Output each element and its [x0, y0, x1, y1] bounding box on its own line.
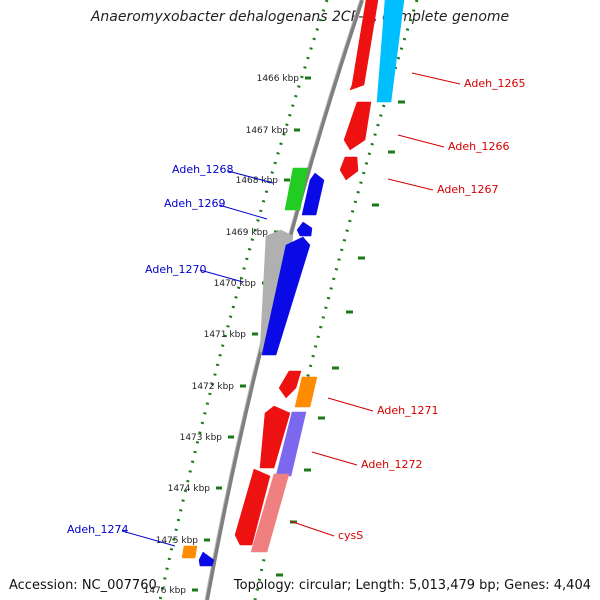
gene-arrow-f13 [275, 411, 307, 477]
gene-arrow-f17 [198, 551, 215, 567]
scale-label: 1471 kbp [204, 330, 247, 340]
gene-arrow-f14 [234, 468, 271, 546]
gene-arrow-f16 [181, 545, 198, 559]
scale-label: 1466 kbp [257, 74, 300, 84]
gene-label: Adeh_1272 [361, 458, 423, 471]
scale-label: 1472 kbp [192, 382, 235, 392]
label-leader-line [121, 530, 176, 547]
gene-arrow-f5 [284, 167, 309, 211]
label-leader-line [218, 204, 268, 220]
gene-arrow-f1 [349, 0, 379, 91]
scale-label: 1470 kbp [214, 279, 257, 289]
scale-label: 1475 kbp [156, 536, 199, 546]
gene-arrow-f9 [261, 236, 311, 356]
gene-arrow-f15 [250, 473, 290, 553]
label-leader-line [199, 269, 244, 283]
gene-label: Adeh_1267 [437, 183, 499, 196]
scale-label: 1473 kbp [180, 433, 223, 443]
gene-arrow-f7 [296, 221, 313, 237]
label-leader-line [289, 520, 335, 537]
label-leader-line [397, 134, 445, 148]
gene-label: Adeh_1271 [377, 404, 439, 417]
label-leader-line [387, 178, 434, 191]
gene-arrow-f2 [376, 0, 405, 103]
gene-label: Adeh_1274 [67, 523, 129, 536]
scale-label: 1469 kbp [226, 228, 269, 238]
gene-arrow-f10 [278, 370, 302, 399]
gene-label: Adeh_1265 [464, 77, 526, 90]
gene-arrow-f4 [339, 156, 359, 181]
gene-label: Adeh_1270 [145, 263, 207, 276]
genome-summary-text: Topology: circular; Length: 5,013,479 bp… [233, 578, 591, 593]
gene-arrow-f3 [343, 101, 372, 151]
scale-label: 1474 kbp [168, 484, 211, 494]
gene-arrow-f12 [259, 405, 291, 469]
gene-label: Adeh_1268 [172, 163, 234, 176]
scale-label: 1476 kbp [144, 586, 187, 596]
gene-label: cysS [338, 529, 363, 542]
scale-label: 1467 kbp [246, 126, 289, 136]
map-title: Anaeromyxobacter dehalogenans 2CP-C, com… [90, 9, 510, 25]
gene-arrow-f11 [294, 376, 318, 408]
gene-label: Adeh_1266 [448, 140, 510, 153]
gene-arrow-f6 [301, 172, 325, 216]
label-leader-line [311, 451, 358, 466]
gene-label: Adeh_1269 [164, 197, 226, 210]
accession-text: Accession: NC_007760 [9, 578, 157, 593]
label-leader-line [227, 170, 274, 184]
scale-label: 1468 kbp [236, 176, 279, 186]
label-leader-line [327, 397, 374, 412]
label-leader-line [411, 72, 461, 85]
